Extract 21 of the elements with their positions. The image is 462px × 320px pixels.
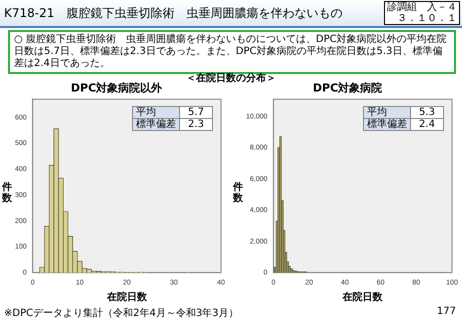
text: 177 [436,306,456,317]
chart-title: DPC対象病院 [312,81,382,94]
y-axis-title: 件数 [2,182,13,204]
annotation: 2.4 [410,118,444,130]
annotation: 標準偏差 [364,118,410,130]
text: K718-21 腹腔鏡下虫垂切除術 虫垂周囲膿瘍を伴わないもの [4,5,342,22]
text: ○ 腹腔鏡下虫垂切除術 虫垂周囲膿瘍を伴わないものについては、DPC対象病院以外の平均在院日数は5.7日、標準偏差は2.3日であった。また、DPC対象病院の平均在院日数は5.3日、標準偏差は2.4日であった。 [8,30,456,74]
text: ３．１０．１ [396,13,457,24]
annotation: 標準偏差 [132,118,180,130]
y-axis-title: 件数 [233,182,244,204]
annotation: 5.7 [180,106,212,118]
chart-title: DPC対象病院以外 [70,81,164,94]
x-axis-title: 在院日数 [342,290,384,303]
annotation: 5.3 [410,106,444,118]
text: ＜在院日数の分布＞ [186,73,276,84]
x-axis-title: 在院日数 [106,290,148,303]
text: 診調組 入－４ [387,2,457,13]
text: ※DPCデータより集計（令和2年4月～令和3年3月） [4,306,239,320]
annotation: 平均 [132,106,180,118]
annotation: 平均 [364,106,410,118]
annotation: 2.3 [180,118,212,130]
